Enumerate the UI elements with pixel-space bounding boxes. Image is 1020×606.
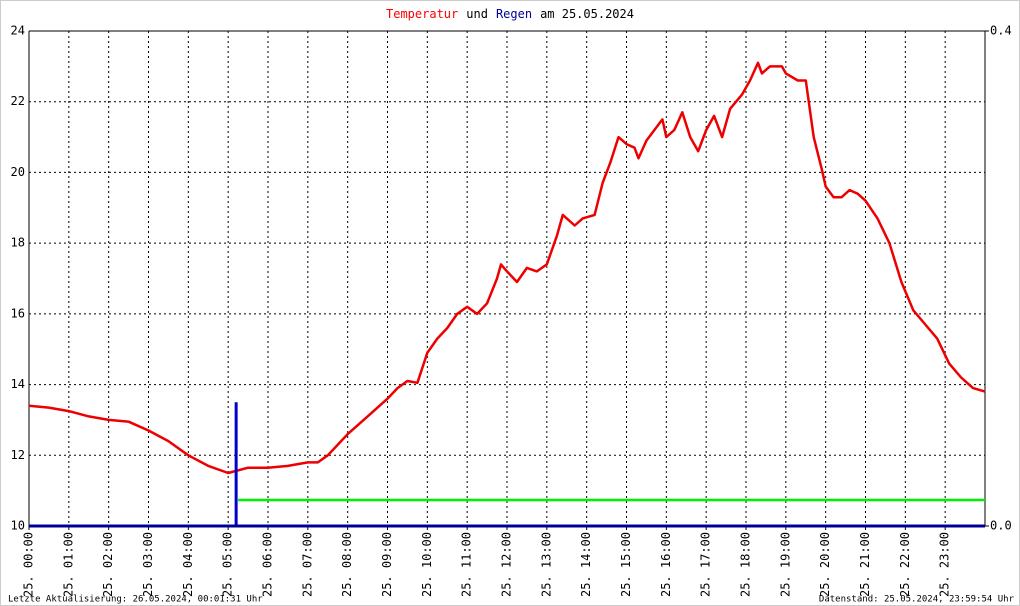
title-part: am 25.05.2024 bbox=[540, 7, 634, 21]
x-tick-label: 25. 04:00 bbox=[181, 532, 195, 597]
line bbox=[28, 61, 986, 475]
x-tick-label: 25. 15:00 bbox=[619, 532, 633, 597]
x-tick-label: 25. 12:00 bbox=[500, 532, 514, 597]
x-tick-label: 25. 00:00 bbox=[22, 532, 36, 597]
y2-tick-label: 0.4 bbox=[990, 24, 1012, 38]
rain-bar bbox=[234, 402, 238, 526]
y-tick-label: 20 bbox=[11, 165, 25, 179]
y-tick-label: 10 bbox=[11, 519, 25, 533]
y-tick-label: 12 bbox=[11, 448, 25, 462]
title-part: und bbox=[466, 7, 488, 21]
y-tick-label: 24 bbox=[11, 24, 25, 38]
x-tick-label: 25. 16:00 bbox=[659, 532, 673, 597]
x-tick-label: 25. 06:00 bbox=[261, 532, 275, 597]
x-tick-label: 25. 20:00 bbox=[818, 532, 832, 597]
x-tick-label: 25. 14:00 bbox=[579, 532, 593, 597]
x-tick-label: 25. 08:00 bbox=[340, 532, 354, 597]
chart-title: Temperatur und Regen am 25.05.2024 bbox=[386, 7, 634, 21]
x-tick-label: 25. 02:00 bbox=[101, 532, 115, 597]
x-tick-label: 25. 05:00 bbox=[221, 532, 235, 597]
x-tick-label: 25. 11:00 bbox=[460, 532, 474, 597]
x-tick-label: 25. 19:00 bbox=[778, 532, 792, 597]
y-tick-label: 18 bbox=[11, 236, 25, 250]
x-tick-label: 25. 09:00 bbox=[380, 532, 394, 597]
x-tick-label: 25. 23:00 bbox=[938, 532, 952, 597]
x-tick-label: 25. 01:00 bbox=[61, 532, 75, 597]
x-tick-label: 25. 07:00 bbox=[300, 532, 314, 597]
y-tick-label: 14 bbox=[11, 377, 25, 391]
x-tick-label: 25. 18:00 bbox=[739, 532, 753, 597]
x-tick-label: 25. 21:00 bbox=[858, 532, 872, 597]
x-tick-label: 25. 03:00 bbox=[141, 532, 155, 597]
x-tick-label: 25. 22:00 bbox=[898, 532, 912, 597]
y-tick-label: 22 bbox=[11, 94, 25, 108]
y2-tick-label: 0.0 bbox=[990, 519, 1012, 533]
x-tick-label: 25. 17:00 bbox=[699, 532, 713, 597]
title-part: Temperatur bbox=[386, 7, 458, 21]
footer-right: Datenstand: 25.05.2024, 23:59:54 Uhr bbox=[819, 595, 1015, 605]
title-part: Regen bbox=[496, 7, 532, 21]
footer-left: Letzte Aktualisierung: 26.05.2024, 00:01… bbox=[8, 595, 263, 605]
x-tick-label: 25. 13:00 bbox=[539, 532, 553, 597]
y-tick-label: 16 bbox=[11, 306, 25, 320]
x-tick-label: 25. 10:00 bbox=[420, 532, 434, 597]
